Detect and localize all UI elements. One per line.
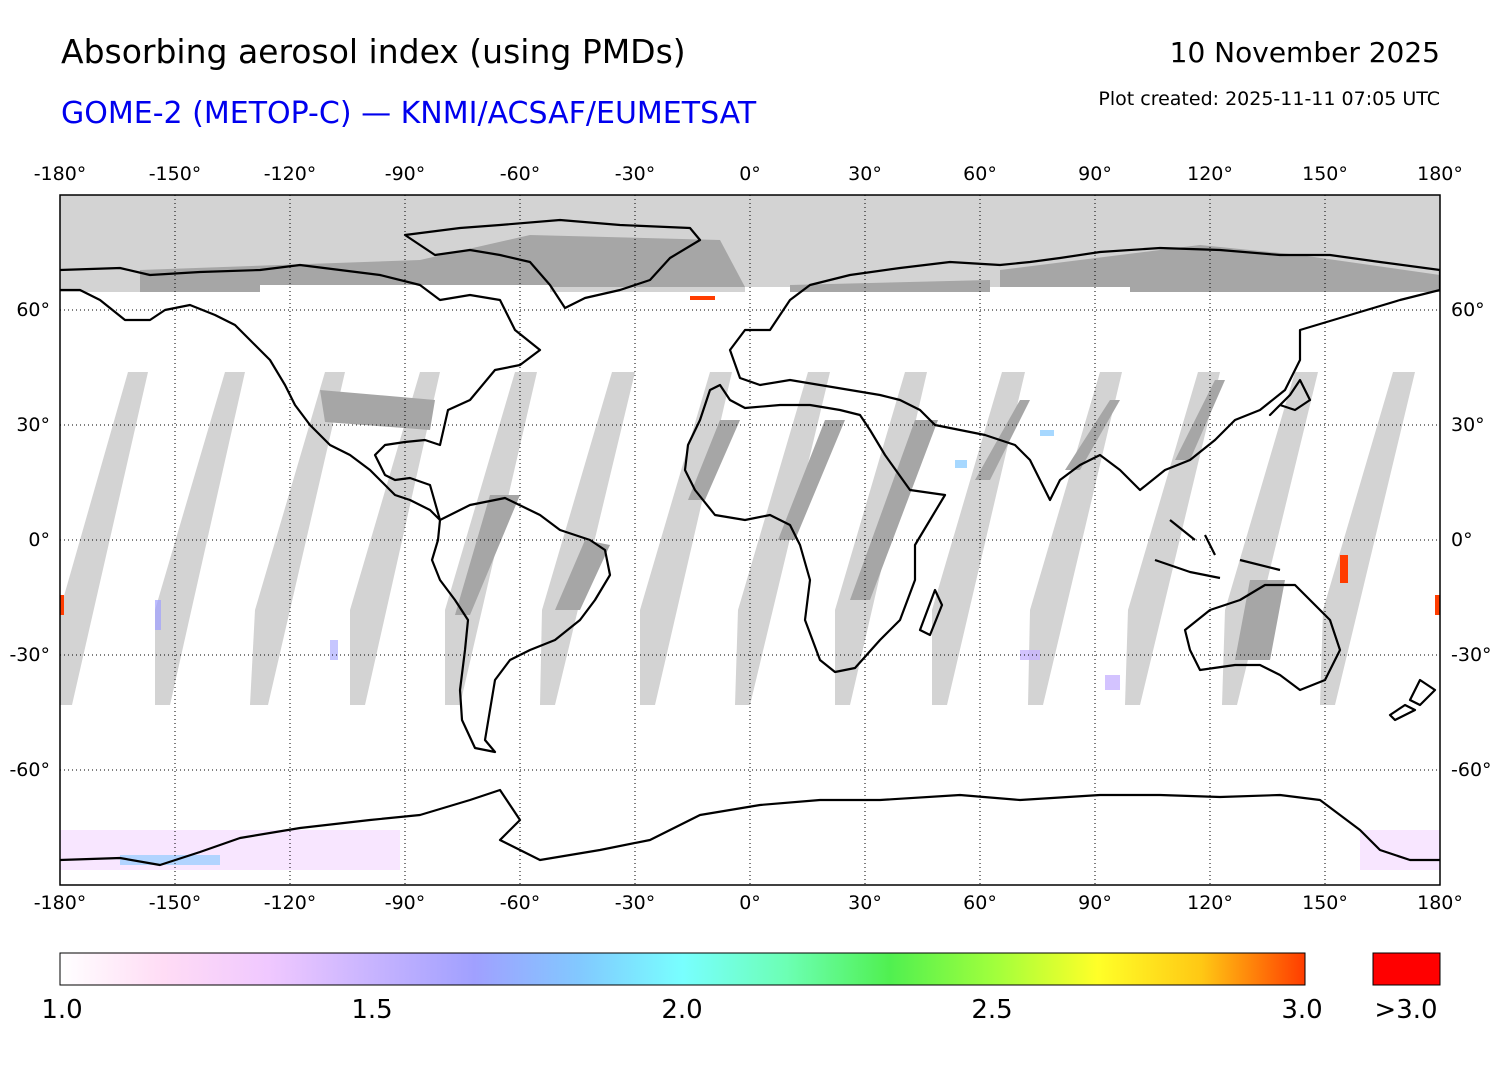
lon-tick-bottom: 90° xyxy=(1078,892,1112,914)
lon-tick-top: 120° xyxy=(1187,163,1233,185)
colorbar-tick-label: 2.0 xyxy=(661,995,703,1025)
colorbar-tick-label: 1.5 xyxy=(351,995,393,1025)
lon-tick-top: -120° xyxy=(263,163,317,185)
lon-tick-bottom: 30° xyxy=(848,892,882,914)
lat-tick-left: 60° xyxy=(16,299,50,321)
plot-subtitle: GOME-2 (METOP-C) — KNMI/ACSAF/EUMETSAT xyxy=(61,96,757,131)
lon-tick-top: 180° xyxy=(1417,163,1463,185)
lat-tick-right: 60° xyxy=(1451,299,1485,321)
coast-greenland xyxy=(403,218,702,310)
colorbar-overflow-box xyxy=(1372,952,1441,986)
coast-eurasia xyxy=(728,246,1440,502)
lon-tick-top: -30° xyxy=(614,163,656,185)
coastlines xyxy=(60,218,1440,867)
lon-tick-bottom: -120° xyxy=(263,892,317,914)
coast-madagascar xyxy=(918,588,944,637)
lon-tick-top: 90° xyxy=(1078,163,1112,185)
lon-tick-bottom: -180° xyxy=(33,892,87,914)
lon-tick-bottom: -150° xyxy=(148,892,202,914)
colorbar-tick-label: 3.0 xyxy=(1281,995,1323,1025)
lon-tick-bottom: 120° xyxy=(1187,892,1233,914)
lon-tick-bottom: -60° xyxy=(499,892,541,914)
colorbar-tick-label: 1.0 xyxy=(41,995,83,1025)
lat-tick-left: 30° xyxy=(16,414,50,436)
lon-tick-bottom: 180° xyxy=(1417,892,1463,914)
lon-tick-top: -90° xyxy=(384,163,426,185)
lon-tick-bottom: 150° xyxy=(1302,892,1348,914)
lon-tick-top: 60° xyxy=(963,163,997,185)
lat-tick-right: -60° xyxy=(1451,759,1492,781)
lat-tick-right: -30° xyxy=(1451,644,1492,666)
missing-data-regions xyxy=(140,235,1440,660)
coast-north-america xyxy=(60,263,542,522)
colorbar xyxy=(59,952,1306,986)
lat-tick-left: -30° xyxy=(9,644,50,666)
coast-japan xyxy=(1268,378,1312,417)
coast-europe-africa xyxy=(683,383,947,674)
lat-tick-right: 30° xyxy=(1451,414,1485,436)
lat-tick-left: -60° xyxy=(9,759,50,781)
colorbar-tick-label: 2.5 xyxy=(971,995,1013,1025)
plot-created-timestamp: Plot created: 2025-11-11 07:05 UTC xyxy=(1098,88,1440,110)
lon-tick-bottom: -90° xyxy=(384,892,426,914)
plot-date: 10 November 2025 xyxy=(1169,36,1440,69)
lon-tick-bottom: 0° xyxy=(739,892,761,914)
lon-tick-bottom: -30° xyxy=(614,892,656,914)
lon-tick-top: -150° xyxy=(148,163,202,185)
colorbar-overflow-label: >3.0 xyxy=(1374,995,1438,1025)
coast-antarctica xyxy=(60,788,1440,867)
coast-new-zealand xyxy=(1388,678,1437,722)
aerosol-signal-patches xyxy=(60,296,1440,870)
lon-tick-top: 30° xyxy=(848,163,882,185)
lon-tick-top: -60° xyxy=(499,163,541,185)
coast-australia xyxy=(1183,583,1342,692)
coast-south-america xyxy=(430,496,612,754)
lat-tick-right: 0° xyxy=(1451,529,1473,551)
plot-title: Absorbing aerosol index (using PMDs) xyxy=(61,32,686,71)
lon-tick-top: 150° xyxy=(1302,163,1348,185)
lon-tick-top: -180° xyxy=(33,163,87,185)
map-area xyxy=(60,195,1440,885)
coast-indonesia xyxy=(1154,519,1281,580)
map-graticule xyxy=(60,195,1440,885)
lon-tick-bottom: 60° xyxy=(963,892,997,914)
map-frame xyxy=(59,194,1441,886)
lat-tick-left: 0° xyxy=(28,529,50,551)
lon-tick-top: 0° xyxy=(739,163,761,185)
